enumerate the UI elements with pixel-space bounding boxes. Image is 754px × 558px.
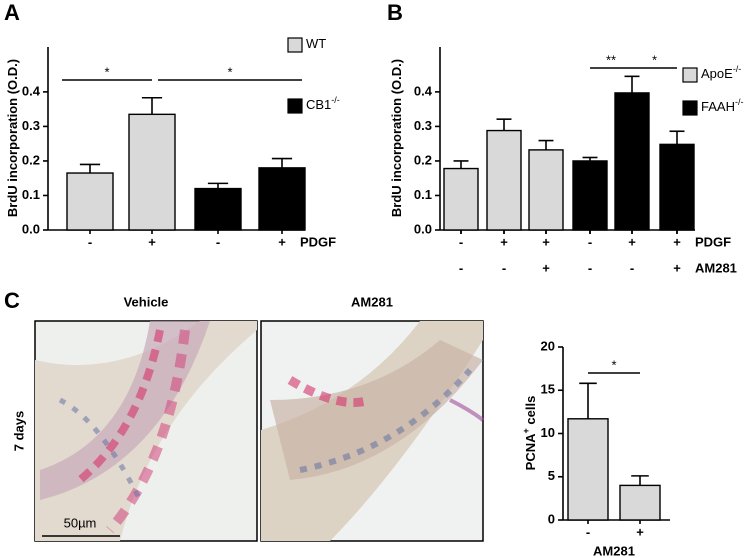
panel-letter: A xyxy=(4,0,20,25)
y-tick-label: 0.2 xyxy=(22,152,40,167)
x-tick-label: - xyxy=(630,260,634,275)
label-part: ApoE xyxy=(701,66,733,81)
x-tick-label: - xyxy=(216,234,220,249)
bar xyxy=(567,418,609,521)
y-tick-label: 20 xyxy=(541,338,555,353)
legend-swatch xyxy=(682,67,698,83)
x-tick-label: + xyxy=(636,524,644,539)
micrograph xyxy=(260,320,485,542)
x-tick-label: + xyxy=(542,234,550,249)
image-label: AM281 xyxy=(351,294,393,309)
y-tick-label: 0.3 xyxy=(414,118,432,133)
x-row-label: AM281 xyxy=(695,260,737,275)
legend-label: ApoE-/- xyxy=(701,64,741,81)
x-tick-label: - xyxy=(459,234,463,249)
micrograph xyxy=(34,320,258,542)
legend-label: CB1-/- xyxy=(306,95,340,112)
x-tick-label: - xyxy=(88,234,92,249)
x-tick-label: + xyxy=(148,234,156,249)
image-label: Vehicle xyxy=(124,294,169,309)
scale-label: 50µm xyxy=(64,515,97,530)
y-tick-label: 0.4 xyxy=(22,83,41,98)
significance-label: * xyxy=(611,357,616,372)
y-axis-label: PCNA+ cells xyxy=(521,396,538,471)
y-tick-label: 0.0 xyxy=(22,221,40,236)
x-tick-label: + xyxy=(500,234,508,249)
label-part: -/- xyxy=(733,64,742,74)
bar xyxy=(486,129,522,231)
bar xyxy=(659,143,695,231)
label-part: cells xyxy=(523,396,538,429)
label-part: FAAH xyxy=(701,99,735,114)
panel-letter: B xyxy=(387,0,403,25)
y-tick-label: 10 xyxy=(541,425,555,440)
x-tick-label: - xyxy=(586,524,590,539)
row-label: 7 days xyxy=(11,411,26,451)
bar xyxy=(194,187,242,231)
bar xyxy=(528,149,564,231)
bar xyxy=(258,167,306,231)
legend-swatch xyxy=(682,100,698,116)
x-tick-label: + xyxy=(628,234,636,249)
significance-label: * xyxy=(104,64,109,79)
x-tick-label: + xyxy=(673,260,681,275)
y-axis-label: BrdU incorporation (O.D.) xyxy=(5,59,20,217)
y-tick-label: 0.4 xyxy=(414,83,433,98)
x-tick-label: + xyxy=(673,234,681,249)
bar xyxy=(66,172,114,231)
bar xyxy=(443,167,479,231)
y-axis-label: BrdU incorporation (O.D.) xyxy=(389,59,404,217)
label-part: WT xyxy=(306,36,326,51)
y-tick-label: 15 xyxy=(541,382,555,397)
y-tick-label: 5 xyxy=(548,468,555,483)
y-tick-label: 0.1 xyxy=(414,187,432,202)
label-part: PCNA xyxy=(523,433,538,470)
x-row-label: PDGF xyxy=(695,234,731,249)
significance-label: ** xyxy=(606,52,616,67)
label-part: -/- xyxy=(735,97,744,107)
bar xyxy=(619,484,661,521)
x-row-label: AM281 xyxy=(593,543,635,558)
label-part: + xyxy=(521,428,531,433)
y-tick-label: 0.0 xyxy=(414,221,432,236)
y-tick-label: 0.1 xyxy=(22,187,40,202)
label-part: CB1 xyxy=(306,97,331,112)
label-part: BrdU incorporation (O.D.) xyxy=(5,59,20,217)
legend-label: WT xyxy=(306,36,326,51)
significance-label: * xyxy=(652,52,657,67)
y-tick-label: 0 xyxy=(548,511,555,526)
label-part: -/- xyxy=(331,95,340,105)
significance-label: * xyxy=(227,64,232,79)
legend-label: FAAH-/- xyxy=(701,97,743,114)
x-tick-label: - xyxy=(588,234,592,249)
bar xyxy=(128,113,176,231)
x-tick-label: + xyxy=(278,234,286,249)
bar xyxy=(614,92,650,231)
y-tick-label: 0.2 xyxy=(414,152,432,167)
x-row-label: PDGF xyxy=(300,234,336,249)
x-tick-label: - xyxy=(588,260,592,275)
bar xyxy=(572,160,608,231)
label-part: BrdU incorporation (O.D.) xyxy=(389,59,404,217)
legend-swatch xyxy=(287,98,303,114)
y-tick-label: 0.3 xyxy=(22,118,40,133)
x-tick-label: + xyxy=(542,260,550,275)
panel-letter: C xyxy=(4,288,20,313)
legend-swatch xyxy=(287,37,303,53)
x-tick-label: - xyxy=(459,260,463,275)
x-tick-label: - xyxy=(502,260,506,275)
